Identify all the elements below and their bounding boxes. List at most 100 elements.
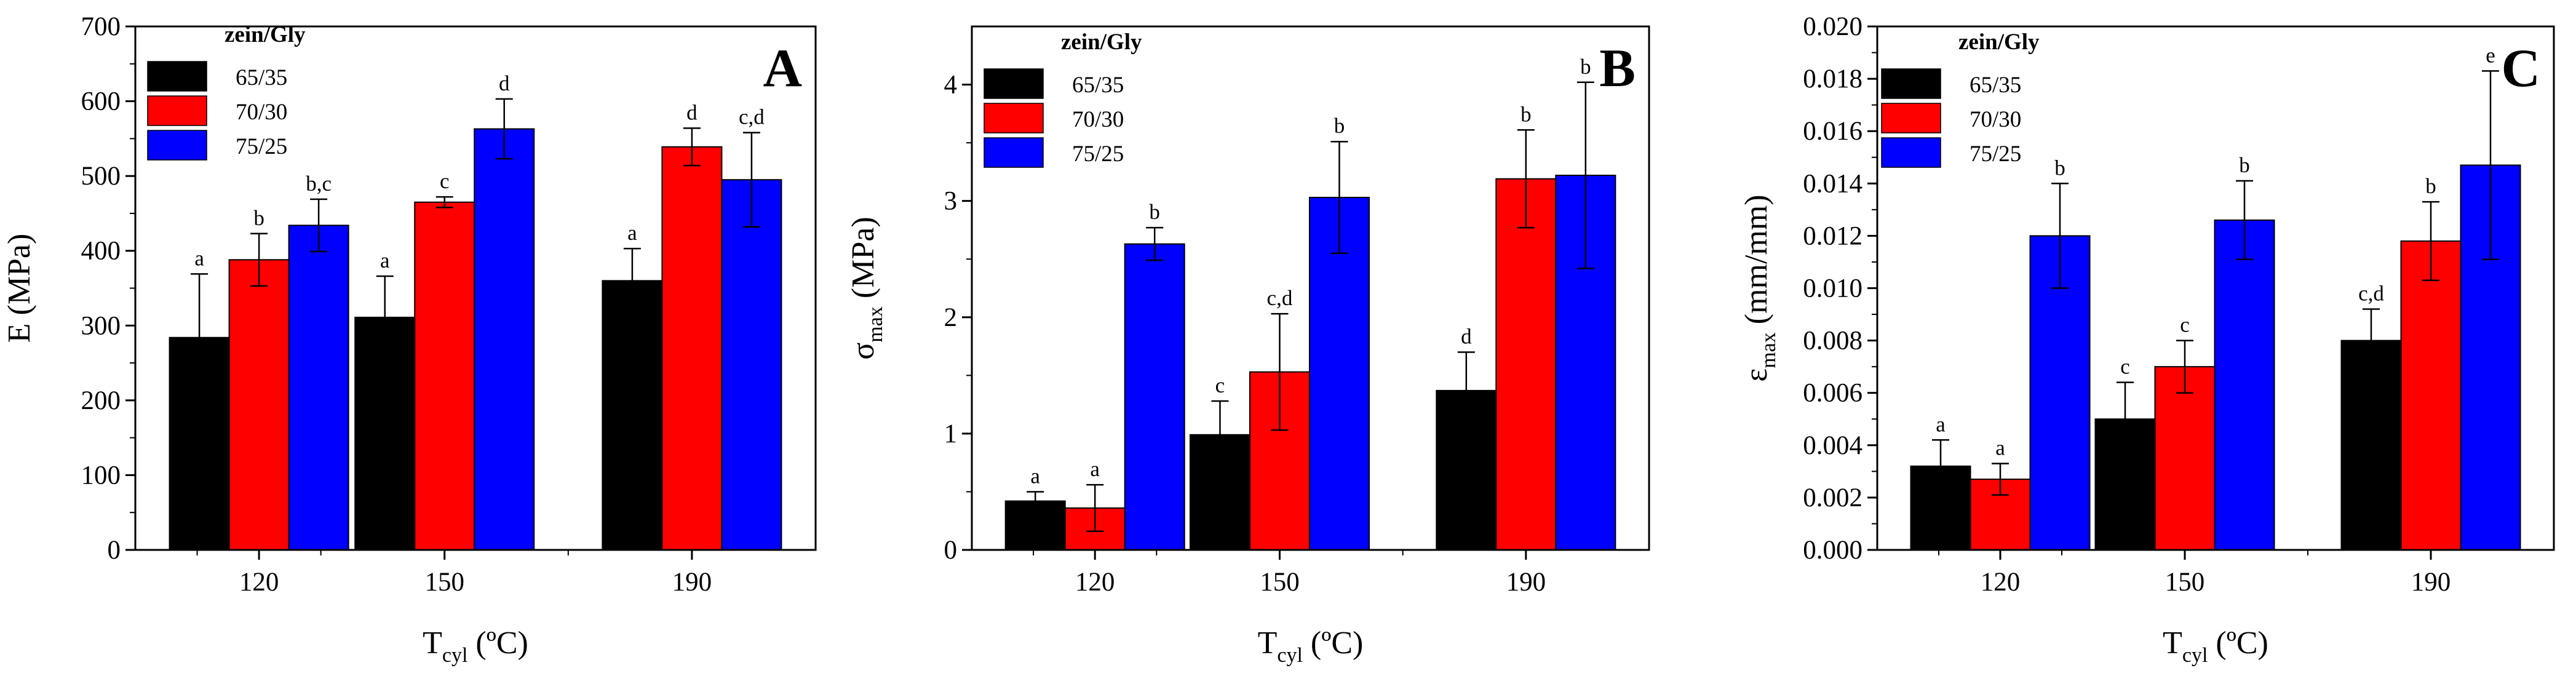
significance-label: b bbox=[1334, 114, 1345, 138]
y-tick-label: 0.012 bbox=[1803, 221, 1862, 250]
bar[interactable] bbox=[2154, 366, 2216, 551]
legend-label: 65/35 bbox=[236, 65, 287, 90]
y-tick-label: 2 bbox=[944, 303, 958, 332]
panel-letter: B bbox=[1599, 39, 1636, 98]
legend-swatch bbox=[147, 130, 207, 161]
legend-label: 70/30 bbox=[1970, 107, 2021, 132]
x-tick-label: 120 bbox=[1981, 568, 2021, 597]
y-tick-label: 1 bbox=[944, 420, 958, 448]
legend-swatch bbox=[1881, 68, 1941, 99]
significance-label: c bbox=[1215, 373, 1225, 397]
panel-letter: A bbox=[763, 39, 802, 98]
bar[interactable] bbox=[474, 128, 535, 551]
bar[interactable] bbox=[288, 225, 349, 551]
x-tick-label: 120 bbox=[239, 568, 279, 597]
y-tick-label: 100 bbox=[81, 461, 121, 490]
y-axis-title: E (MPa) bbox=[2, 234, 37, 343]
legend-swatch bbox=[1881, 137, 1941, 168]
legend: zein/Gly 65/35 70/30 75/25 bbox=[984, 30, 1142, 168]
y-tick-label: 0.004 bbox=[1803, 431, 1862, 460]
y-tick-label: 0.018 bbox=[1803, 65, 1862, 93]
y-tick-label: 200 bbox=[81, 386, 121, 415]
significance-label: c bbox=[440, 169, 450, 193]
significance-label: a bbox=[1090, 457, 1100, 481]
bar[interactable] bbox=[721, 179, 782, 551]
legend-title: zein/Gly bbox=[225, 22, 306, 47]
bar[interactable] bbox=[1124, 243, 1185, 551]
significance-label: a bbox=[1936, 412, 1946, 436]
y-axis-title: εmax (mm/mm) bbox=[1739, 194, 1780, 381]
significance-label: c bbox=[2180, 313, 2190, 337]
bar[interactable] bbox=[2214, 219, 2275, 551]
significance-label: a bbox=[1030, 464, 1040, 488]
y-tick-label: 0.016 bbox=[1803, 117, 1862, 146]
significance-label: b,c bbox=[306, 172, 332, 196]
significance-label: b bbox=[2425, 174, 2436, 198]
y-tick-label: 300 bbox=[81, 311, 121, 340]
bar[interactable] bbox=[661, 146, 723, 551]
significance-label: e bbox=[2486, 43, 2495, 67]
legend-label: 70/30 bbox=[1072, 107, 1124, 132]
significance-label: d bbox=[686, 100, 698, 124]
significance-label: b bbox=[2239, 153, 2250, 177]
y-tick-label: 400 bbox=[81, 237, 121, 266]
y-tick-label: 0.010 bbox=[1803, 274, 1862, 303]
x-tick-label: 150 bbox=[2165, 568, 2205, 597]
legend-label: 75/25 bbox=[1072, 141, 1124, 167]
significance-label: a bbox=[627, 221, 637, 245]
significance-label: c,d bbox=[739, 105, 765, 129]
panel-b: a c d a c,d b b b b 0 1 2 3 4 120 150 190 Tcyl (ºC) σmax (… bbox=[846, 25, 1650, 667]
y-tick-label: 0.002 bbox=[1803, 483, 1862, 512]
y-tick-label: 0.000 bbox=[1803, 536, 1862, 565]
legend-label: 75/25 bbox=[1970, 141, 2021, 167]
bar[interactable] bbox=[228, 259, 290, 551]
significance-label: c,d bbox=[1267, 286, 1293, 310]
x-axis-title: Tcyl (ºC) bbox=[2163, 626, 2268, 667]
bar[interactable] bbox=[2340, 340, 2402, 551]
significance-label: c,d bbox=[2358, 282, 2384, 306]
x-axis-title: Tcyl (ºC) bbox=[423, 626, 528, 667]
x-tick-label: 190 bbox=[1506, 568, 1546, 597]
y-tick-label: 700 bbox=[81, 12, 121, 41]
significance-label: b bbox=[1149, 200, 1160, 224]
bar[interactable] bbox=[1495, 178, 1557, 551]
significance-label: b bbox=[1580, 55, 1591, 79]
y-tick-label: 3 bbox=[944, 187, 958, 216]
panel-c: a c c,d a c b b b e 0.000 0.002 0.004 0.006 0.008 0.01… bbox=[1739, 12, 2555, 667]
legend-title: zein/Gly bbox=[1061, 30, 1142, 55]
significance-label: a bbox=[1995, 436, 2005, 460]
legend-label: 65/35 bbox=[1970, 73, 2021, 98]
legend-swatch bbox=[147, 95, 207, 126]
legend-label: 65/35 bbox=[1072, 73, 1124, 98]
legend-swatch bbox=[984, 137, 1044, 168]
significance-label: b bbox=[253, 206, 264, 230]
legend: zein/Gly 65/35 70/30 75/25 bbox=[1881, 30, 2040, 168]
significance-label: b bbox=[1521, 102, 1532, 126]
x-tick-label: 150 bbox=[1260, 568, 1300, 597]
legend-swatch bbox=[147, 61, 207, 92]
x-tick-label: 120 bbox=[1075, 568, 1115, 597]
significance-label: d bbox=[1461, 325, 1472, 349]
legend-label: 70/30 bbox=[236, 100, 287, 125]
y-tick-label: 0.020 bbox=[1803, 12, 1862, 41]
panel-letter: C bbox=[2501, 39, 2540, 98]
bar[interactable] bbox=[414, 201, 475, 551]
plot-frame bbox=[971, 25, 1650, 551]
legend: zein/Gly 65/35 70/30 75/25 bbox=[147, 22, 306, 161]
y-tick-label: 600 bbox=[81, 87, 121, 116]
bar[interactable] bbox=[602, 280, 663, 551]
x-axis-title: Tcyl (ºC) bbox=[1258, 626, 1364, 667]
x-tick-label: 190 bbox=[2411, 568, 2451, 597]
significance-label: a bbox=[380, 249, 390, 272]
y-tick-label: 0.008 bbox=[1803, 327, 1862, 356]
legend-swatch bbox=[1881, 103, 1941, 133]
bar[interactable] bbox=[2400, 240, 2462, 551]
legend-swatch bbox=[984, 68, 1044, 99]
x-tick-label: 190 bbox=[672, 568, 712, 597]
legend-swatch bbox=[984, 103, 1044, 133]
x-tick-label: 150 bbox=[424, 568, 464, 597]
bar[interactable] bbox=[1308, 196, 1370, 551]
y-tick-label: 500 bbox=[81, 162, 121, 191]
